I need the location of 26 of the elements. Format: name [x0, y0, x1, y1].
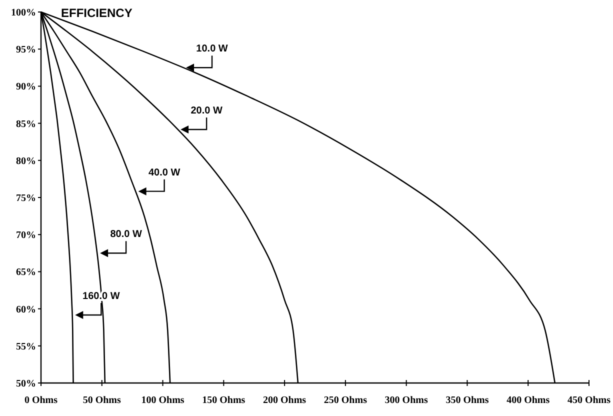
- y-tick-label: 60%: [16, 304, 36, 316]
- series-label: 20.0 W: [190, 105, 223, 116]
- y-tick-label: 90%: [16, 82, 36, 93]
- x-tick-label: 50 Ohms: [82, 395, 122, 406]
- series-label: 40.0 W: [148, 167, 181, 178]
- y-tick-label: 100%: [11, 8, 36, 18]
- series-label: 10.0 W: [196, 44, 228, 55]
- y-tick-label: 50%: [16, 378, 36, 390]
- y-tick-label: 55%: [16, 341, 36, 352]
- x-tick-label: 200 Ohms: [263, 395, 306, 406]
- y-tick-label: 80%: [16, 156, 36, 167]
- y-tick-label: 75%: [16, 193, 36, 204]
- y-tick-label: 70%: [16, 230, 36, 242]
- series-label: 80.0 W: [110, 229, 142, 240]
- x-tick-label: 300 Ohms: [384, 395, 428, 406]
- x-tick-label: 400 Ohms: [506, 395, 550, 406]
- x-tick-label: 150 Ohms: [202, 395, 246, 406]
- x-tick-label: 250 Ohms: [324, 395, 368, 406]
- x-tick-label: 450 Ohms: [567, 395, 611, 406]
- x-tick-label: 100 Ohms: [141, 395, 184, 406]
- chart-title: EFFICIENCY: [61, 6, 132, 20]
- y-tick-label: 95%: [16, 44, 36, 56]
- y-tick-label: 65%: [16, 267, 36, 278]
- x-tick-label: 0 Ohms: [24, 395, 58, 406]
- x-tick-label: 350 Ohms: [446, 395, 489, 406]
- y-tick-label: 85%: [16, 118, 36, 130]
